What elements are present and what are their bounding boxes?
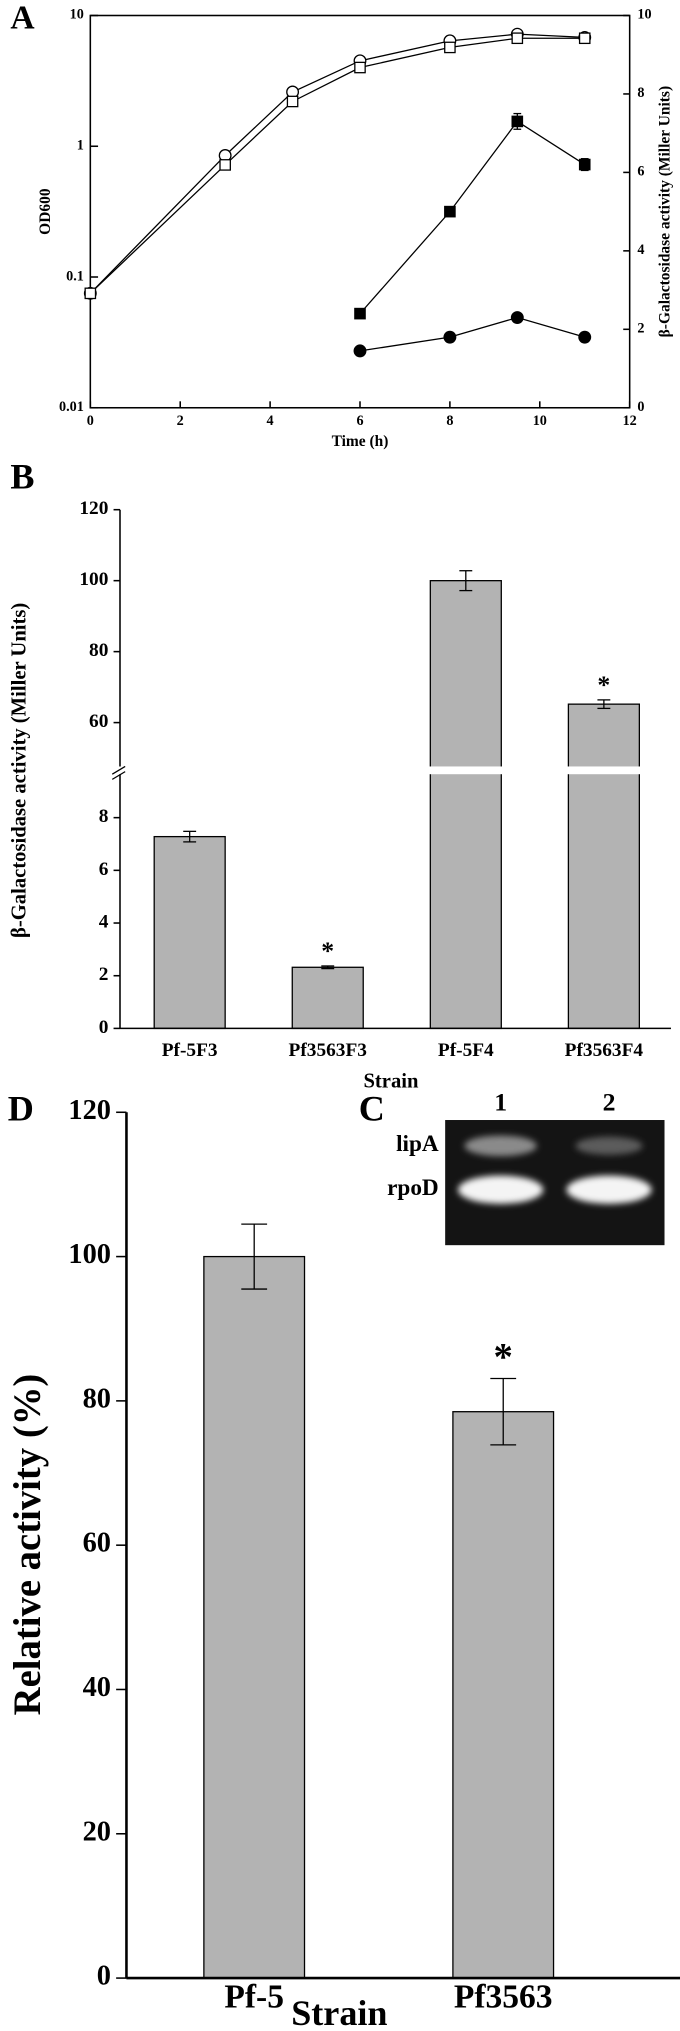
axis-break-mark (111, 765, 126, 775)
series-line (89, 37, 585, 294)
x-tick-label: 4 (267, 413, 274, 429)
band-label: lipA (396, 1131, 439, 1157)
y-tick-label: 120 (68, 1095, 111, 1126)
y2-axis-title: β-Galactosidase activity (Miller Units) (656, 86, 673, 337)
x-tick-label: 0 (87, 413, 94, 429)
gel-band (566, 1175, 652, 1204)
bar (452, 1411, 555, 1979)
band-label: rpoD (387, 1175, 439, 1201)
x-tick-label: Pf3563 (454, 1979, 553, 2016)
bar (429, 580, 502, 1030)
y-tick-label: 8 (99, 806, 109, 827)
series-line (359, 120, 586, 315)
bar (291, 966, 364, 1030)
x-tick-label: Pf3563F3 (289, 1040, 368, 1061)
y2-tick-label: 2 (637, 321, 644, 337)
point (353, 344, 367, 358)
x-tick-label: 10 (533, 413, 547, 429)
y-tick-label: 60 (89, 711, 108, 732)
point (511, 32, 524, 45)
bar (567, 703, 640, 1030)
gel-band (575, 1136, 643, 1155)
x-tick-label: Pf-5F3 (162, 1040, 218, 1061)
y-tick-label: 0.01 (59, 399, 84, 415)
y2-tick-label: 10 (637, 7, 651, 23)
x-tick-label: 8 (446, 413, 453, 429)
y-tick-label: 40 (83, 1672, 111, 1703)
panel-label: A (10, 0, 34, 36)
y-axis-title: Relative activity (%) (7, 1374, 49, 1716)
series-line (89, 33, 585, 294)
point (354, 61, 366, 74)
y-tick-label: 20 (83, 1816, 111, 1847)
x-axis-title: Time (h) (332, 433, 389, 450)
point (444, 41, 456, 54)
y2-tick-label: 8 (637, 85, 644, 101)
point (444, 205, 456, 218)
y-axis-title: OD600 (37, 188, 54, 235)
y-tick-label: 0 (97, 1961, 111, 1992)
point (578, 330, 592, 344)
lane-label: 1 (494, 1087, 507, 1116)
bar (153, 835, 226, 1030)
panel-label: C (359, 1089, 385, 1129)
panel-label: B (10, 456, 34, 496)
y-axis-title: β-Galactosidase activity (Miller Units) (8, 603, 30, 938)
y-tick-label: 1 (77, 138, 84, 154)
x-axis-title: Strain (291, 1993, 387, 2031)
point (511, 115, 524, 128)
panel-label: D (8, 1089, 34, 1129)
y-tick-label: 100 (68, 1239, 111, 1270)
y-tick-label: 0.1 (66, 268, 84, 284)
x-tick-label: 2 (177, 413, 184, 429)
y-tick-label: 0 (99, 1017, 109, 1038)
gel-inset: C 1 2 lipA rpoD (359, 1087, 665, 1246)
point (84, 287, 97, 300)
axis-break-mark (111, 771, 126, 780)
point (354, 307, 366, 320)
x-tick-label: Pf-5 (224, 1979, 284, 2016)
point (578, 32, 591, 45)
significance-mark: * (494, 1336, 513, 1378)
point (219, 159, 231, 171)
axis-break-gap (109, 766, 674, 775)
lane-label: 2 (603, 1087, 616, 1116)
x-tick-label: 6 (356, 413, 363, 429)
significance-mark: * (597, 670, 610, 699)
y-tick-label: 6 (99, 859, 109, 880)
point (443, 330, 457, 344)
point (578, 158, 591, 171)
x-tick-label: Pf-5F4 (438, 1040, 494, 1061)
y-tick-label: 4 (99, 911, 109, 932)
series-line (359, 316, 585, 352)
y-tick-label: 2 (99, 964, 109, 985)
x-tick-label: 12 (623, 413, 637, 429)
y-tick-label: 10 (70, 7, 84, 23)
gel-band (458, 1175, 544, 1204)
y-tick-label: 100 (79, 569, 108, 590)
y-tick-label: 60 (83, 1528, 111, 1559)
y-tick-label: 80 (89, 640, 108, 661)
y2-tick-label: 0 (637, 399, 644, 415)
significance-mark: * (321, 936, 334, 965)
point (286, 95, 299, 108)
y2-tick-label: 4 (637, 242, 644, 258)
bar (203, 1255, 306, 1979)
y2-tick-label: 6 (637, 164, 644, 180)
y-tick-label: 80 (83, 1383, 111, 1414)
x-axis-title: Strain (363, 1070, 419, 1092)
point (510, 311, 524, 324)
y-tick-label: 120 (79, 498, 108, 519)
gel-band (464, 1135, 537, 1157)
x-tick-label: Pf3563F4 (565, 1040, 644, 1061)
